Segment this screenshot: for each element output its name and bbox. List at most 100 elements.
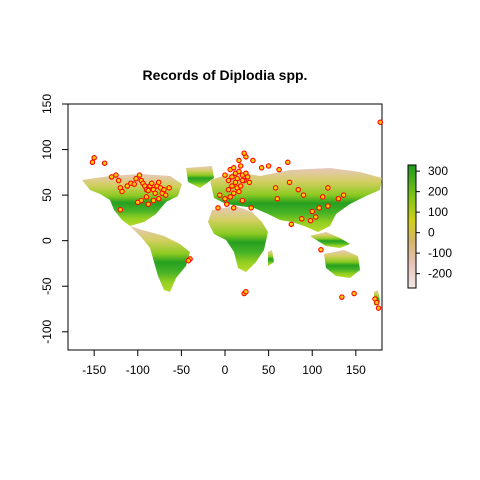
x-tick-label: 50 bbox=[262, 363, 276, 377]
record-point bbox=[236, 188, 242, 195]
record-point bbox=[225, 177, 232, 184]
record-point bbox=[285, 159, 291, 166]
record-point bbox=[319, 194, 326, 200]
colorbar-legend: 300 200 100 0 -100 -200 bbox=[407, 164, 452, 289]
y-tick-label: 150 bbox=[40, 94, 54, 114]
record-point bbox=[161, 186, 167, 193]
record-point bbox=[131, 181, 138, 187]
y-axis: -100 -50 0 50 100 150 bbox=[40, 94, 68, 344]
x-axis: -150 -100 -50 0 50 100 150 bbox=[82, 350, 366, 377]
record-point bbox=[230, 205, 237, 211]
colorbar-tick-label: -200 bbox=[428, 267, 452, 281]
record-point bbox=[295, 186, 302, 193]
y-tick-label: 0 bbox=[40, 237, 54, 244]
record-point bbox=[286, 179, 293, 186]
record-point bbox=[113, 172, 119, 178]
record-point bbox=[241, 150, 247, 156]
record-point bbox=[272, 185, 279, 191]
record-point bbox=[91, 155, 97, 161]
record-point bbox=[152, 190, 158, 197]
record-point bbox=[351, 290, 357, 297]
record-point bbox=[340, 192, 347, 198]
record-point bbox=[119, 188, 125, 195]
record-point bbox=[115, 177, 122, 184]
y-tick-label: 50 bbox=[40, 188, 54, 202]
record-point bbox=[150, 197, 157, 204]
record-point bbox=[335, 196, 342, 202]
record-point bbox=[318, 247, 324, 253]
record-point bbox=[299, 216, 305, 222]
y-tick-label: -100 bbox=[40, 319, 54, 343]
record-point bbox=[239, 197, 246, 204]
record-point bbox=[185, 257, 192, 264]
land-greenland bbox=[186, 166, 214, 188]
record-point bbox=[312, 214, 319, 220]
land-eurasia bbox=[210, 168, 382, 232]
record-point bbox=[230, 190, 237, 197]
colorbar-tick-label: 200 bbox=[428, 185, 448, 199]
land-madagascar bbox=[268, 250, 274, 266]
colorbar-tick-label: 300 bbox=[428, 164, 448, 178]
x-tick-label: 0 bbox=[222, 363, 229, 377]
record-point bbox=[117, 206, 124, 213]
record-point bbox=[155, 179, 162, 186]
record-point bbox=[237, 183, 244, 189]
record-point bbox=[339, 294, 345, 300]
record-point bbox=[307, 217, 314, 224]
record-point bbox=[243, 288, 249, 295]
record-point bbox=[316, 205, 322, 211]
x-tick-label: 100 bbox=[302, 363, 322, 377]
x-tick-label: -100 bbox=[126, 363, 150, 377]
record-point bbox=[145, 187, 151, 194]
plot-area bbox=[67, 103, 384, 351]
chart-title: Records of Diplodia spp. bbox=[143, 67, 308, 83]
x-tick-label: 150 bbox=[346, 363, 366, 377]
record-point bbox=[217, 192, 223, 198]
colorbar-tick-label: 0 bbox=[428, 226, 435, 240]
record-point bbox=[265, 163, 272, 169]
record-point bbox=[230, 165, 237, 171]
record-point bbox=[136, 172, 143, 178]
record-point bbox=[223, 201, 230, 207]
record-point bbox=[274, 196, 281, 202]
colorbar-ticks: 300 200 100 0 -100 -200 bbox=[416, 164, 452, 281]
record-point bbox=[375, 305, 382, 311]
record-point bbox=[258, 165, 265, 171]
record-point bbox=[89, 159, 96, 166]
record-point bbox=[225, 186, 232, 193]
record-point bbox=[227, 194, 233, 200]
record-point bbox=[135, 199, 141, 206]
land-africa bbox=[208, 206, 268, 272]
record-point bbox=[145, 201, 151, 207]
record-point bbox=[229, 183, 235, 189]
record-point bbox=[374, 299, 380, 306]
record-point bbox=[244, 174, 251, 180]
record-point bbox=[215, 205, 221, 211]
record-point bbox=[377, 119, 384, 125]
record-point bbox=[222, 172, 228, 178]
record-point bbox=[246, 179, 253, 186]
record-point bbox=[239, 177, 246, 184]
record-point bbox=[166, 185, 172, 191]
x-tick-label: -50 bbox=[173, 363, 191, 377]
record-point bbox=[325, 203, 331, 209]
record-point bbox=[276, 166, 282, 173]
record-point bbox=[232, 179, 239, 186]
record-point bbox=[108, 174, 115, 180]
record-point bbox=[222, 196, 228, 202]
record-point bbox=[236, 168, 242, 175]
land-se-asia bbox=[310, 232, 350, 248]
record-point bbox=[143, 194, 150, 200]
points-layer bbox=[89, 119, 384, 311]
record-point bbox=[300, 192, 307, 198]
record-point bbox=[236, 157, 242, 164]
colorbar-tick-label: 100 bbox=[428, 205, 448, 219]
y-tick-label: 100 bbox=[40, 139, 54, 159]
land-south-america bbox=[130, 226, 190, 292]
record-point bbox=[325, 185, 331, 191]
record-point bbox=[101, 160, 108, 166]
record-point bbox=[133, 175, 139, 182]
x-tick-label: -150 bbox=[82, 363, 106, 377]
record-point bbox=[148, 180, 155, 187]
record-point bbox=[155, 196, 162, 202]
